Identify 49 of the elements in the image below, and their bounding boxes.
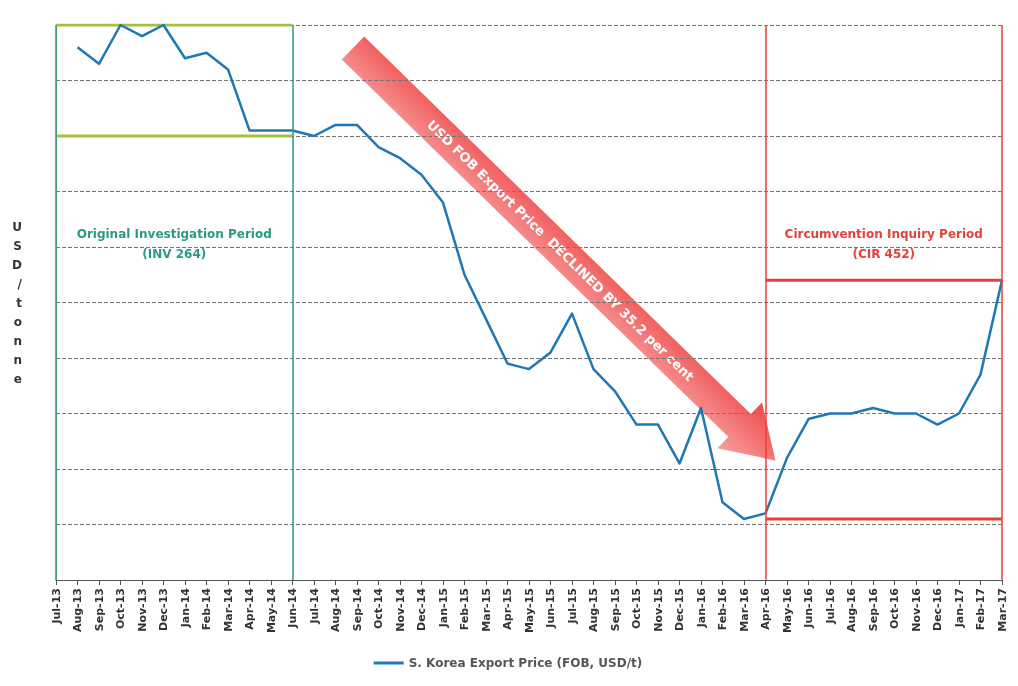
x-tick-label: Dec-15 <box>673 588 686 631</box>
x-tick-label: Aug-16 <box>845 587 858 633</box>
x-tick-label: Apr-16 <box>759 587 772 630</box>
x-tick-label: May-16 <box>780 587 794 634</box>
x-tick-label: Jul-16 <box>823 587 837 625</box>
x-tick-label: Jan-15 <box>436 588 450 629</box>
x-tick-label: Dec-14 <box>415 587 428 631</box>
annotation: Circumvention Inquiry Period (CIR 452) <box>784 227 983 261</box>
x-tick-label: Feb-15 <box>458 588 471 631</box>
x-tick-label: Apr-14 <box>243 587 256 630</box>
x-tick-label: Jun-16 <box>802 587 815 629</box>
x-tick-label: Jul-15 <box>565 588 579 625</box>
x-tick-label: Aug-13 <box>71 588 84 633</box>
legend-label: S. Korea Export Price (FOB, USD/t) <box>408 656 643 670</box>
x-tick-label: Oct-14 <box>372 587 385 630</box>
x-tick-label: Feb-14 <box>200 587 213 631</box>
x-tick-label: Nov-14 <box>393 587 407 632</box>
x-tick-label: Oct-15 <box>630 588 643 630</box>
x-tick-label: Mar-14 <box>221 587 235 632</box>
x-tick-label: Nov-16 <box>909 587 923 632</box>
x-tick-label: Jan-16 <box>694 587 708 629</box>
x-tick-label: Jul-14 <box>307 587 321 625</box>
x-tick-label: Jan-14 <box>178 587 192 629</box>
x-tick-label: Feb-17 <box>974 588 987 631</box>
x-tick-label: Dec-13 <box>157 588 170 631</box>
x-tick-label: Sep-16 <box>866 587 880 632</box>
x-tick-label: Jun-14 <box>286 587 299 629</box>
x-tick-label: Sep-14 <box>350 587 364 632</box>
x-tick-label: Oct-16 <box>888 587 901 630</box>
x-tick-label: Jul-13 <box>49 588 63 625</box>
x-tick-label: Aug-14 <box>329 587 342 633</box>
x-tick-label: Dec-16 <box>931 587 944 631</box>
x-tick-label: Jun-15 <box>544 588 557 629</box>
x-tick-label: Nov-15 <box>651 588 665 632</box>
x-tick-label: Aug-15 <box>587 588 600 633</box>
x-tick-label: Jan-17 <box>952 588 966 629</box>
x-tick-label: Sep-13 <box>92 588 106 632</box>
text: USD/tonne <box>12 219 22 386</box>
x-tick-label: Mar-16 <box>737 587 751 632</box>
x-tick-label: May-15 <box>522 588 536 634</box>
x-tick-label: Oct-13 <box>114 588 127 630</box>
x-tick-label: Feb-16 <box>716 587 729 631</box>
annotation: Original Investigation Period (INV 264) <box>76 227 272 261</box>
x-tick-label: Mar-17 <box>995 588 1009 632</box>
x-tick-label: Nov-13 <box>135 588 149 632</box>
x-tick-label: Apr-15 <box>501 588 514 630</box>
x-tick-label: Sep-15 <box>608 588 622 632</box>
x-tick-label: May-14 <box>264 587 278 634</box>
x-tick-label: Mar-15 <box>479 588 493 632</box>
